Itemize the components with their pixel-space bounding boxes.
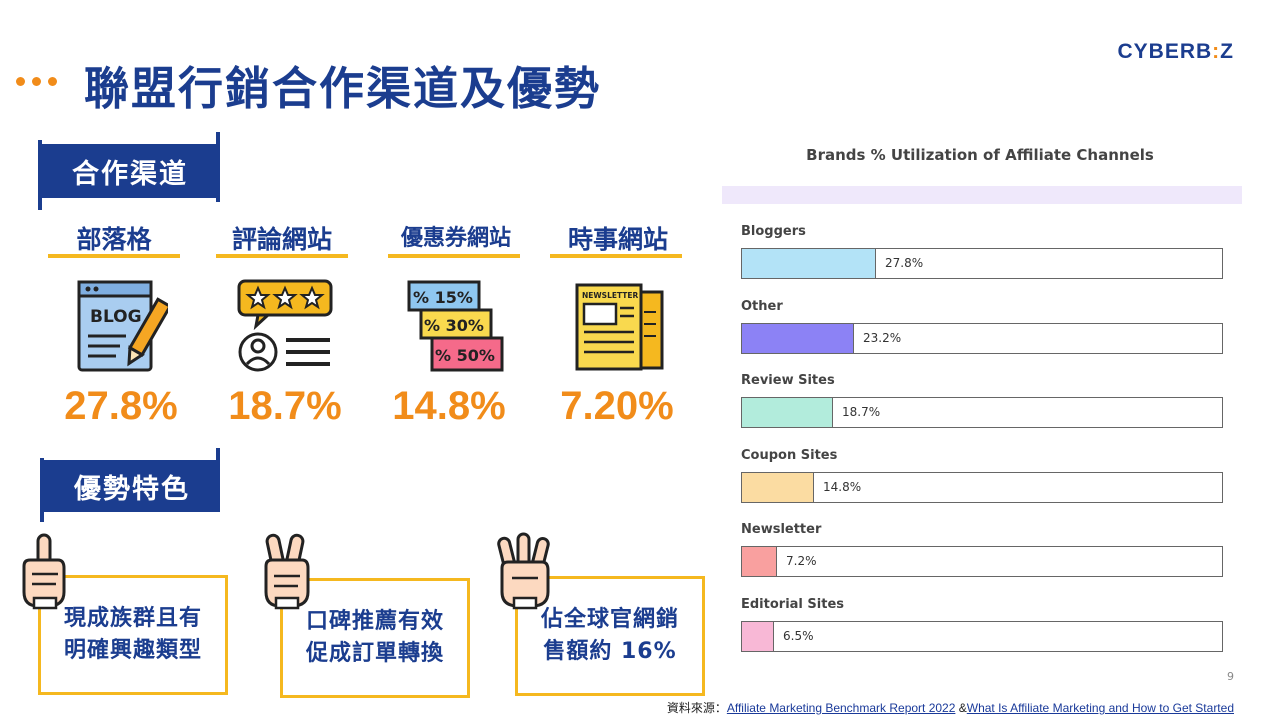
chart-title: Brands % Utilization of Affiliate Channe… bbox=[806, 146, 1154, 164]
advantage-3-line1: 佔全球官網銷 bbox=[540, 607, 679, 632]
bar-category-label: Review Sites bbox=[741, 373, 835, 389]
hand-three-icon bbox=[497, 532, 550, 610]
channel-pct-blog: 27.8% bbox=[64, 384, 178, 428]
bar-category-label: Bloggers bbox=[741, 224, 806, 239]
channel-underline bbox=[550, 254, 682, 258]
bar bbox=[742, 547, 777, 577]
channel-label-coupon: 優惠券網站 bbox=[400, 226, 511, 251]
channel-underline bbox=[388, 254, 520, 258]
channel-label-blog: 部落格 bbox=[76, 225, 152, 254]
advantage-3-line2: 售額約 16% bbox=[543, 639, 677, 664]
bar-value-label: 27.8% bbox=[885, 256, 924, 270]
blog-icon: BLOG bbox=[77, 280, 168, 372]
bar bbox=[742, 323, 854, 353]
bar-category-label: Newsletter bbox=[741, 522, 822, 538]
bar-category-label: Other bbox=[741, 298, 783, 314]
advantages-banner: 優勢特色 bbox=[44, 460, 220, 512]
source-citation: 資料來源：Affiliate Marketing Benchmark Repor… bbox=[667, 699, 1234, 716]
bar-value-label: 14.8% bbox=[823, 479, 862, 494]
newspaper-icon-text: NEWSLETTER bbox=[582, 291, 639, 300]
banner-roll-left bbox=[40, 458, 44, 522]
page-number: 9 bbox=[1227, 670, 1234, 683]
bar-value-label: 18.7% bbox=[842, 405, 881, 420]
source-link-benchmark-report[interactable]: Affiliate Marketing Benchmark Report 202… bbox=[726, 701, 956, 715]
bar-track: 23.2% bbox=[741, 322, 1223, 354]
bar-track: 14.8% bbox=[741, 471, 1223, 503]
channel-pct-newsletter: 7.20% bbox=[560, 384, 674, 428]
banner-roll-right bbox=[216, 132, 220, 202]
advantage-2-line2: 促成訂單轉換 bbox=[305, 641, 444, 666]
bar-value-label: 6.5% bbox=[783, 629, 814, 643]
review-icon bbox=[237, 279, 333, 372]
advantage-box-2: 口碑推薦有效 促成訂單轉換 bbox=[280, 578, 470, 698]
channel-pct-review: 18.7% bbox=[228, 384, 342, 428]
coupon-text-15: % 15% bbox=[413, 288, 473, 307]
title-dots-decoration bbox=[16, 66, 68, 96]
source-prefix: 資料來源： bbox=[666, 701, 727, 715]
bar bbox=[742, 398, 833, 428]
channel-underline bbox=[216, 254, 348, 258]
coupon-text-50: % 50% bbox=[435, 346, 495, 365]
bar-category-label: Coupon Sites bbox=[741, 447, 838, 463]
channels-banner-label: 合作渠道 bbox=[72, 158, 188, 190]
source-link-affiliate-guide[interactable]: What Is Affiliate Marketing and How to G… bbox=[966, 701, 1234, 715]
bar bbox=[742, 249, 876, 278]
newspaper-icon: NEWSLETTER bbox=[575, 283, 664, 371]
channel-underline bbox=[48, 254, 180, 258]
page-title: 聯盟行銷合作渠道及優勢 bbox=[84, 62, 602, 115]
chart-header-band bbox=[722, 186, 1242, 204]
bar bbox=[742, 622, 774, 651]
banner-roll-left bbox=[38, 140, 42, 210]
coupon-icon: % 15% % 30% % 50% bbox=[407, 280, 504, 372]
bar-track: 27.8% bbox=[741, 248, 1223, 279]
bar-value-label: 23.2% bbox=[863, 330, 902, 345]
channel-label-review: 評論網站 bbox=[231, 225, 332, 254]
hand-one-icon bbox=[22, 533, 66, 610]
bar-track: 6.5% bbox=[741, 621, 1223, 652]
advantage-box-1: 現成族群且有 明確興趣類型 bbox=[38, 575, 228, 695]
channel-pct-coupon: 14.8% bbox=[392, 384, 506, 428]
source-separator: & bbox=[955, 701, 967, 715]
advantage-1-line1: 現成族群且有 bbox=[63, 606, 202, 631]
cyberbiz-logo: CYBERB:Z bbox=[1117, 40, 1234, 63]
channel-label-newsletter: 時事網站 bbox=[567, 225, 668, 254]
bar bbox=[742, 472, 814, 502]
advantage-1-line2: 明確興趣類型 bbox=[63, 638, 202, 663]
channels-banner: 合作渠道 bbox=[42, 144, 218, 198]
bar-category-label: Editorial Sites bbox=[741, 597, 844, 612]
advantage-2-line1: 口碑推薦有效 bbox=[305, 609, 444, 634]
blog-icon-text: BLOG bbox=[90, 307, 142, 327]
hand-two-icon bbox=[264, 533, 310, 610]
bar-track: 7.2% bbox=[741, 546, 1223, 578]
advantages-banner-label: 優勢特色 bbox=[74, 473, 190, 505]
bar-track: 18.7% bbox=[741, 397, 1223, 429]
coupon-text-30: % 30% bbox=[424, 316, 484, 335]
bar-value-label: 7.2% bbox=[786, 554, 817, 569]
